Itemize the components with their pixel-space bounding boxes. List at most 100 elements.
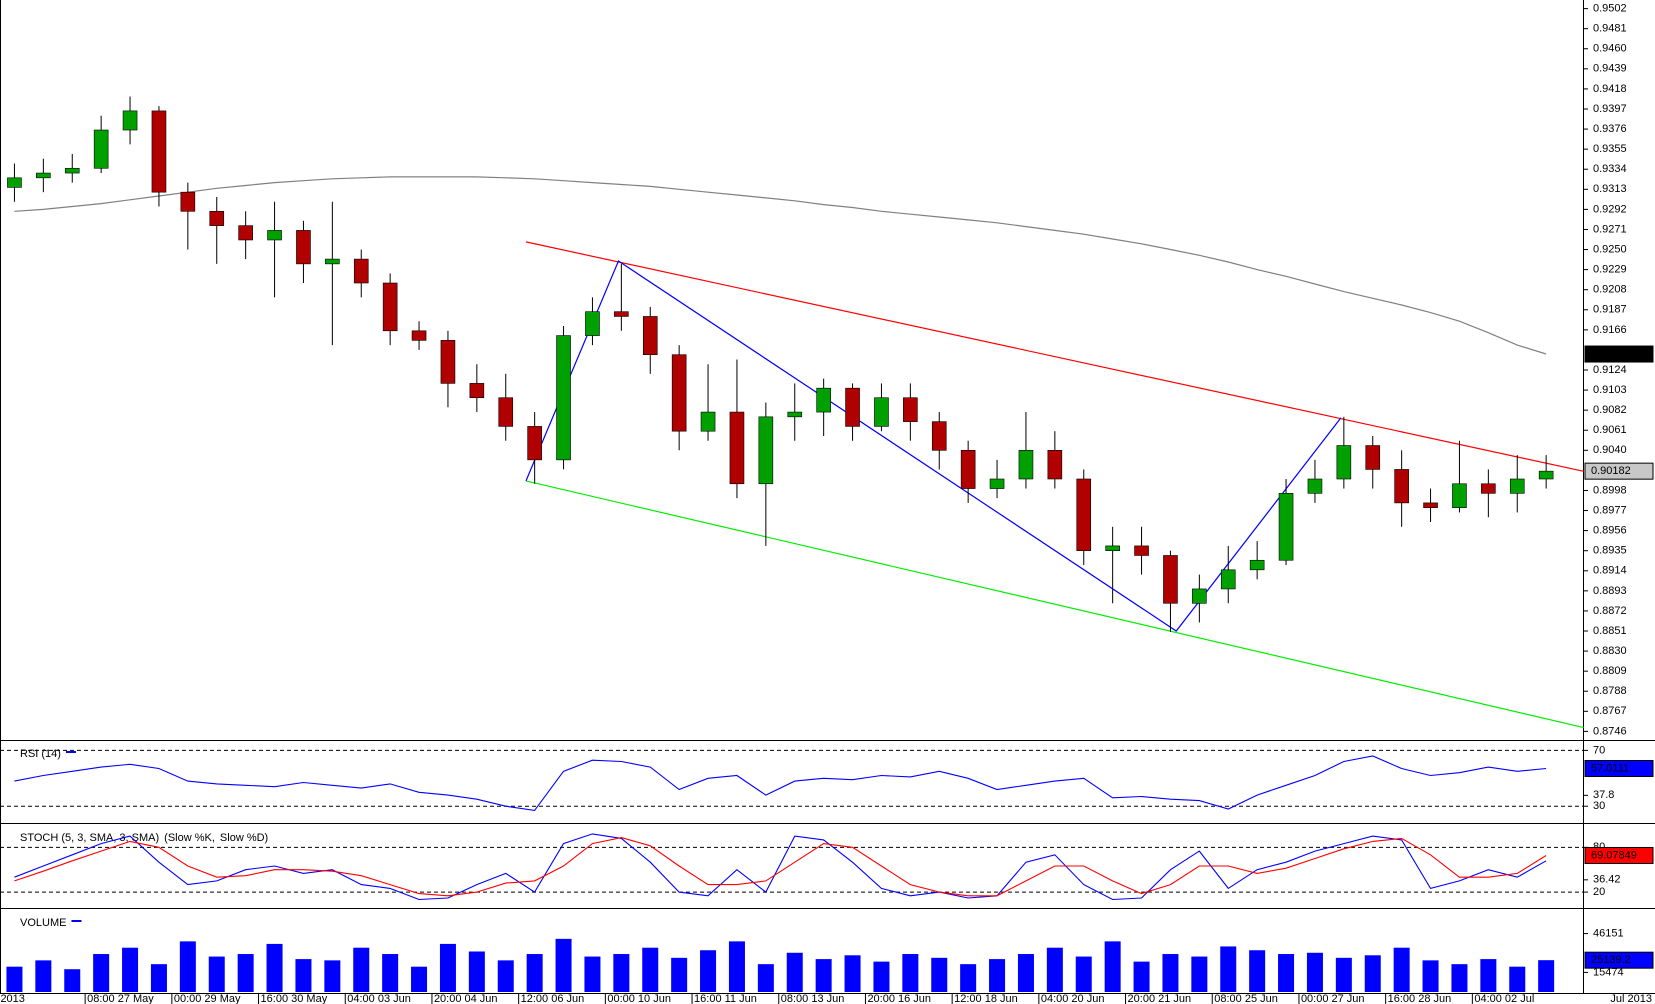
volume-bar: [1191, 956, 1208, 992]
volume-bar: [208, 956, 225, 992]
value-box-label: 69.07849: [1591, 849, 1637, 861]
value-box: [1584, 760, 1654, 778]
volume-bar: [1335, 957, 1352, 992]
x-tick-label: 16:00 30 May: [261, 993, 328, 1004]
candle-body: [469, 383, 485, 399]
x-tick-label: 00:00 10 Jun: [607, 993, 671, 1004]
y-tick-label: 0.8851: [1593, 625, 1627, 637]
candle-body: [903, 397, 918, 422]
x-tick-label: 08:00 25 Jun: [1214, 993, 1278, 1004]
y-tick-label: 0.9418: [1593, 83, 1627, 95]
volume-bar: [468, 951, 485, 992]
volume-bar: [584, 956, 601, 992]
trend-line: [525, 480, 1584, 729]
candle-body: [325, 258, 340, 265]
candle-body: [729, 411, 745, 485]
candle-body: [1192, 588, 1207, 604]
candle-body: [671, 354, 687, 432]
volume-bar: [1509, 966, 1526, 992]
candle-body: [1018, 450, 1034, 480]
volume-bar: [1075, 956, 1092, 992]
value-box: [1584, 345, 1654, 363]
trend-line: [525, 260, 1342, 632]
volume-bar: [526, 954, 543, 992]
y-tick-label: 0.9376: [1593, 123, 1627, 135]
candle-body: [931, 421, 947, 451]
y-tick-label: 0.9166: [1593, 324, 1627, 336]
y-tick-label: 0.9040: [1593, 444, 1627, 456]
y-tick-label: 0.8746: [1593, 725, 1627, 737]
value-box: [1584, 846, 1654, 864]
volume-bar: [64, 969, 81, 992]
volume-bar: [642, 947, 659, 992]
y-tick-label: 46151: [1593, 927, 1624, 939]
volume-bar: [1249, 950, 1266, 992]
candle-body: [960, 450, 976, 489]
candle-body: [411, 330, 427, 341]
y-tick-label: 0.8914: [1593, 565, 1627, 577]
y-tick-label: 0.8893: [1593, 585, 1627, 597]
y-tick-label: 0.9313: [1593, 183, 1627, 195]
volume-bar: [555, 938, 572, 992]
volume-bar: [902, 954, 919, 992]
x-tick-label: 12:00 18 Jun: [954, 993, 1018, 1004]
volume-bar: [179, 941, 196, 992]
y-tick-label: 0.9439: [1593, 63, 1627, 75]
y-tick-label: 0.8935: [1593, 545, 1627, 557]
volume-bar: [237, 954, 254, 992]
y-tick-label: 0.9187: [1593, 304, 1627, 316]
volume-bar: [295, 959, 312, 992]
volume-bar: [1220, 946, 1237, 992]
candle-body: [1047, 450, 1063, 480]
candle-body: [700, 411, 716, 432]
volume-bar: [1278, 954, 1295, 992]
y-tick-label: 0.9208: [1593, 284, 1627, 296]
candle-body: [7, 177, 22, 188]
y-tick-label: 0.9502: [1593, 3, 1627, 15]
y-tick-label: 0.9334: [1593, 163, 1627, 175]
candle-body: [93, 129, 109, 169]
volume-bar: [671, 957, 688, 992]
x-tick-label: 00:00 27 Jun: [1301, 993, 1365, 1004]
volume-bar: [353, 947, 370, 992]
candle-body: [382, 282, 398, 332]
y-tick-label: 0.9355: [1593, 143, 1627, 155]
volume-bar: [382, 954, 399, 992]
candle-body: [1076, 478, 1092, 551]
y-tick-label: 0.9082: [1593, 404, 1627, 416]
y-tick-label: 37.8: [1593, 789, 1614, 801]
y-tick-label: 0.8956: [1593, 525, 1627, 537]
x-tick-label: 12:00 06 Jun: [521, 993, 585, 1004]
candle-body: [180, 191, 196, 212]
candle-body: [1105, 545, 1120, 551]
candle-body: [1163, 555, 1178, 604]
candle-body: [787, 411, 803, 418]
volume-bar: [150, 964, 167, 992]
x-tick-label: 00:00 29 May: [174, 993, 241, 1004]
candle-body: [1481, 483, 1496, 494]
y-tick-label: 0.8809: [1593, 665, 1627, 677]
x-tick-label: 2013: [0, 993, 24, 1004]
volume-bar: [728, 941, 745, 992]
volume-bar: [1046, 947, 1063, 992]
candle-body: [1394, 469, 1409, 504]
x-tick-label: 20:00 21 Jun: [1128, 993, 1192, 1004]
panel-title: RSI (14): [20, 748, 61, 760]
panel-title: STOCH (5, 3, SMA, 3, SMA): [20, 832, 159, 844]
volume-bar: [815, 959, 832, 992]
value-box-label: 0.91407: [1591, 348, 1631, 360]
volume-bar: [266, 943, 283, 992]
y-tick-label: 0.9061: [1593, 424, 1627, 436]
volume-bar: [873, 961, 890, 992]
x-end-label: Jul 2013: [1610, 993, 1652, 1004]
candle-body: [1278, 493, 1294, 561]
candle-body: [1509, 478, 1525, 494]
x-tick-label: 04:00 03 Jun: [347, 993, 411, 1004]
legend-label: Slow %D): [220, 832, 268, 844]
volume-bar: [989, 959, 1006, 992]
candle-body: [36, 172, 51, 179]
volume-bar: [411, 966, 428, 992]
y-tick-label: 0.9292: [1593, 203, 1627, 215]
candle-body: [1134, 545, 1149, 556]
legend-label: (Slow %K,: [164, 832, 215, 844]
